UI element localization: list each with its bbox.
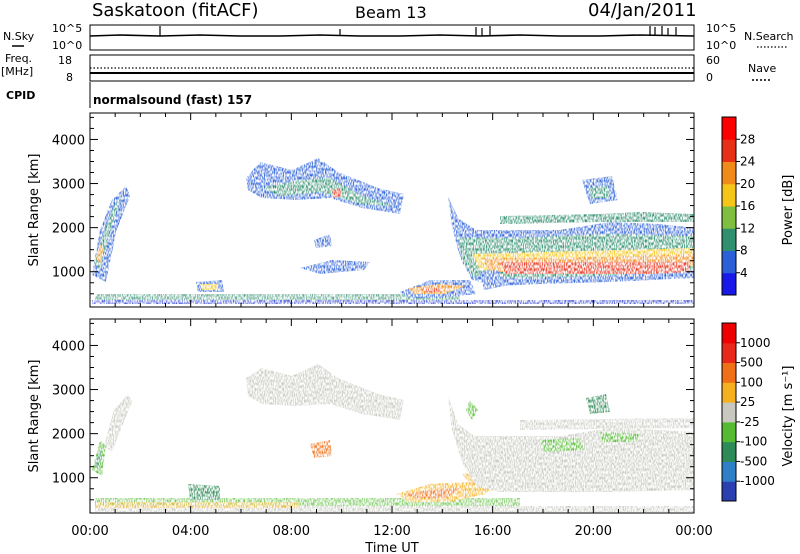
colorbar-tick-label: -25 xyxy=(740,415,760,429)
cpid-strip: CPID normalsound (fast) 157 xyxy=(6,82,252,108)
colorbar-segment xyxy=(722,362,736,383)
velocity-grid xyxy=(89,319,695,513)
nsearch-label: N.Search xyxy=(744,30,794,43)
colorbar-tick-label: 100 xyxy=(740,375,763,389)
freq-unit: [MHz] xyxy=(1,65,33,78)
colorbar-segment xyxy=(722,139,736,162)
colorbar-tick-label: -500 xyxy=(740,454,767,468)
velocity-colorbar: 1000 500 100 25 -25 -100 -500 -1000 xyxy=(721,322,775,502)
y-tick-label: 2000 xyxy=(52,428,85,443)
colorbar-tick-label: -1000 xyxy=(740,474,775,488)
colorbar-tick-label: 28 xyxy=(740,132,755,146)
colorbar-segment xyxy=(722,342,736,364)
nsky-tick-top-left: 10^5 xyxy=(52,22,82,35)
freq-label: Freq. xyxy=(5,52,32,65)
x-tick-label: 00:00 xyxy=(71,524,108,539)
colorbar-segment xyxy=(722,272,736,296)
colorbar-tick-label: 8 xyxy=(740,244,748,258)
date-title: 04/Jan/2011 xyxy=(588,0,697,21)
colorbar-segment xyxy=(722,161,736,185)
x-tick-label: 04:00 xyxy=(172,524,209,539)
nsky-strip: N.Sky 10^5 10^0 10^5 10^0 N.Search xyxy=(3,22,794,52)
y-tick-label: 3000 xyxy=(52,178,85,193)
power-colorbar-label: Power [dB] xyxy=(781,175,796,246)
nave-tick-top: 60 xyxy=(706,54,720,67)
x-tick-label: 08:00 xyxy=(273,524,310,539)
colorbar-segment xyxy=(722,461,736,482)
colorbar-segment xyxy=(722,481,736,502)
power-y-ticks: 1000 2000 3000 4000 xyxy=(52,116,694,295)
nsky-tick-bottom-right: 10^0 xyxy=(706,39,736,52)
colorbar-tick-label: 20 xyxy=(740,177,755,191)
colorbar-segment xyxy=(722,441,736,462)
x-tick-label: 00:00 xyxy=(675,524,712,539)
y-tick-label: 4000 xyxy=(52,133,85,148)
colorbar-segment xyxy=(722,206,736,229)
colorbar-tick-label: 1000 xyxy=(740,336,771,350)
velocity-y-ticks: 1000 2000 3000 4000 xyxy=(52,322,694,501)
velocity-colorbar-label: Velocity [m s⁻¹] xyxy=(781,366,796,467)
colorbar-tick-label: 16 xyxy=(740,199,755,213)
power-grid xyxy=(89,113,695,307)
colorbar-segment xyxy=(722,402,736,423)
x-tick-label: 12:00 xyxy=(373,524,410,539)
colorbar-tick-label: 500 xyxy=(740,356,763,370)
velocity-x-ticks: 00:00 04:00 08:00 12:00 16:00 20:00 00:00 xyxy=(71,524,712,539)
colorbar-segment xyxy=(722,250,736,274)
colorbar-tick-label: 24 xyxy=(740,155,755,169)
colorbar-segment xyxy=(722,323,736,344)
colorbar-segment xyxy=(722,228,736,251)
colorbar-segment xyxy=(722,117,736,140)
beam-title: Beam 13 xyxy=(355,3,427,22)
freq-tick-top: 18 xyxy=(58,54,72,67)
freq-strip: Freq. [MHz] 18 8 60 0 Nave xyxy=(1,52,776,84)
colorbar-segment xyxy=(722,183,736,207)
y-tick-label: 1000 xyxy=(52,266,85,281)
station-title: Saskatoon (fitACF) xyxy=(92,0,259,21)
nave-tick-bottom: 0 xyxy=(706,71,713,84)
nsky-tick-top-right: 10^5 xyxy=(706,22,736,35)
nsky-trace xyxy=(89,34,695,37)
velocity-xlabel: Time UT xyxy=(364,541,418,554)
colorbar-tick-label: 4 xyxy=(740,266,748,280)
nsky-spikes xyxy=(159,26,677,36)
velocity-heatmap xyxy=(92,364,694,512)
cpid-value: normalsound (fast) 157 xyxy=(93,93,252,107)
cpid-label: CPID xyxy=(6,89,35,102)
colorbar-segment xyxy=(722,421,736,443)
y-tick-label: 2000 xyxy=(52,222,85,237)
colorbar-tick-label: 25 xyxy=(740,395,755,409)
power-panel: 1000 2000 3000 4000 Slant Range [km] 4 8 12 16… xyxy=(27,112,796,308)
velocity-ylabel: Slant Range [km] xyxy=(27,360,42,473)
nsky-tick-bottom-left: 10^0 xyxy=(52,39,82,52)
nave-label: Nave xyxy=(748,62,776,75)
velocity-panel: 1000 2000 3000 4000 00:00 04:00 08:00 12:00 16:… xyxy=(27,318,796,554)
power-colorbar: 4 8 12 16 20 24 28 xyxy=(721,116,755,296)
freq-tick-bottom: 8 xyxy=(66,71,73,84)
colorbar-frame xyxy=(721,322,737,502)
colorbar-tick-label: 12 xyxy=(740,221,755,235)
y-tick-label: 3000 xyxy=(52,384,85,399)
y-tick-label: 4000 xyxy=(52,339,85,354)
x-tick-label: 20:00 xyxy=(575,524,612,539)
colorbar-segment xyxy=(722,382,736,403)
colorbar-tick-label: -100 xyxy=(740,435,767,449)
power-ylabel: Slant Range [km] xyxy=(27,154,42,267)
nsky-label: N.Sky xyxy=(3,30,35,43)
power-heatmap xyxy=(92,158,694,304)
x-tick-label: 16:00 xyxy=(474,524,511,539)
y-tick-label: 1000 xyxy=(52,472,85,487)
